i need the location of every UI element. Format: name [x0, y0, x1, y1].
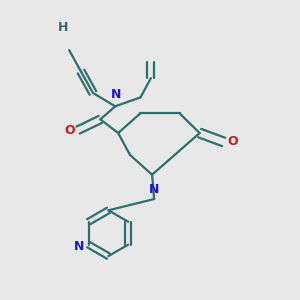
- Text: O: O: [227, 136, 238, 148]
- Text: O: O: [64, 124, 74, 136]
- Text: N: N: [148, 183, 159, 196]
- Text: N: N: [111, 88, 121, 101]
- Text: H: H: [58, 21, 68, 34]
- Text: N: N: [74, 240, 84, 253]
